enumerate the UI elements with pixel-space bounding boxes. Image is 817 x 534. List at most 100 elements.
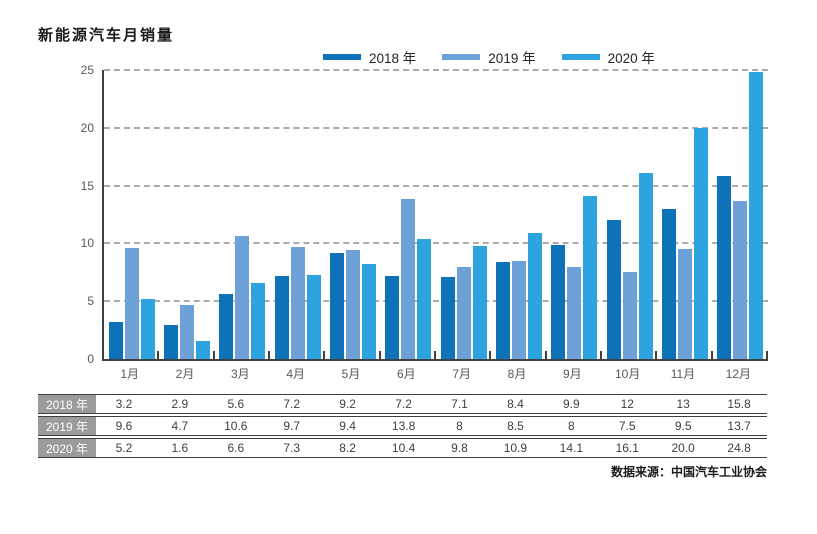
table-cell: 10.6 [224, 419, 248, 433]
gridline-15 [104, 184, 768, 187]
x-axis-tick [212, 351, 215, 359]
bar-2018年-4月 [274, 275, 289, 359]
x-axis-tick [434, 351, 436, 359]
bar-group-4月 [270, 70, 325, 359]
bar-2019年-6月 [401, 199, 416, 359]
table-row-label: 2020 年 [38, 439, 96, 457]
table-cell: 9.5 [674, 419, 692, 433]
x-axis-label-6月: 6月 [396, 367, 416, 381]
table-cell: 16.1 [615, 441, 639, 455]
bar-2018年-6月 [385, 275, 400, 359]
table-cell: 8 [567, 419, 575, 433]
bar-2018年-9月 [551, 244, 566, 359]
legend-label: 2018 年 [369, 51, 417, 66]
bar-group-8月 [491, 70, 546, 359]
x-axis-label-7月: 7月 [452, 367, 471, 381]
table-cell: 20.0 [671, 441, 695, 455]
x-axis-label-12月: 12月 [725, 367, 752, 381]
legend-item-2020年: 2020 年 [561, 47, 655, 67]
y-axis-tick-label: 20 [80, 120, 94, 135]
bar-2020年-9月 [583, 196, 598, 359]
bar-2020年-11月 [693, 127, 708, 359]
x-axis-tick [600, 351, 602, 359]
bar-2019年-1月 [124, 248, 139, 359]
x-axis-tick [655, 351, 658, 359]
bar-group-11月 [657, 70, 712, 359]
gridline-25 [104, 69, 768, 71]
table-cell: 9.8 [451, 441, 468, 455]
bar-2019年-8月 [511, 260, 526, 359]
x-axis-label-2月: 2月 [175, 367, 195, 381]
data-table: 2018 年 3.2 2.9 5.6 7.2 9.2 7.2 7.1 8.4 9.9 12 13 15.… [38, 394, 767, 460]
bar-2018年-10月 [606, 220, 621, 359]
x-axis-labels: 1月 2月 3月 4月 5月 6月 7月 8月 9月 10月 11月 12月 [102, 365, 766, 381]
x-axis-tick [489, 351, 492, 359]
table-cell: 13.8 [391, 419, 416, 433]
data-source: 数据来源：中国汽车工业协会 [610, 465, 767, 479]
table-cell: 1.6 [171, 441, 189, 455]
x-axis-label-8月: 8月 [507, 367, 527, 381]
bar-2019年-9月 [567, 266, 582, 359]
table-cell: 12 [620, 397, 634, 411]
legend-swatch-icon [561, 54, 600, 60]
x-axis-tick [710, 351, 713, 359]
bar-2019年-11月 [677, 249, 692, 359]
table-cell: 13.7 [727, 419, 751, 433]
bar-2019年-7月 [456, 266, 471, 359]
bar-2020年-4月 [306, 274, 321, 359]
legend-item-2018年: 2018 年 [323, 47, 416, 67]
bar-2019年-12月 [733, 200, 748, 359]
y-axis-tick-label: 15 [80, 178, 94, 193]
bar-2019年-4月 [290, 246, 305, 359]
y-axis-tick-label: 25 [80, 63, 94, 77]
x-axis-tick [157, 351, 160, 359]
bar-2018年-8月 [495, 261, 510, 359]
table-cell: 8.5 [507, 419, 524, 433]
x-axis-label-11月: 11月 [670, 367, 696, 381]
x-axis-label-3月: 3月 [230, 367, 250, 381]
bar-2020年-6月 [417, 238, 432, 359]
bar-2018年-7月 [440, 276, 455, 359]
x-axis-label-10月: 10月 [614, 367, 641, 381]
bar-group-7月 [436, 70, 491, 359]
bar-2019年-2月 [179, 304, 194, 359]
table-row-label: 2019 年 [38, 417, 96, 435]
bar-2020年-2月 [195, 340, 210, 359]
legend-label: 2020 年 [607, 51, 655, 66]
y-axis-tick-label: 0 [87, 352, 94, 366]
plot-area: 0 5 10 15 20 25 [81, 63, 768, 366]
bar-2020年-10月 [638, 172, 653, 359]
bar-2020年-1月 [140, 298, 155, 359]
bar-2018年-1月 [108, 322, 123, 359]
x-axis-label-9月: 9月 [562, 367, 582, 381]
bar-2020年-7月 [472, 245, 487, 359]
bar-2018年-11月 [661, 208, 676, 359]
legend-swatch-icon [442, 54, 481, 60]
bar-group-10月 [602, 70, 657, 359]
bar-2020年-8月 [527, 233, 542, 359]
table-cell: 9.7 [283, 419, 301, 433]
table-cell: 9.2 [339, 397, 356, 411]
bar-2020年-5月 [361, 264, 376, 359]
y-axis-tick-label: 10 [80, 236, 94, 251]
table-cell: 13 [676, 397, 690, 411]
table-cell: 6.6 [227, 441, 245, 455]
chart-title: 新能源汽车月销量 [38, 27, 175, 44]
gridline-5 [104, 300, 768, 303]
table-cell: 7.2 [283, 397, 301, 411]
table-row-2020年: 2020 年 5.2 1.6 6.6 7.3 8.2 10.4 9.8 10.9 14.1 16.1… [38, 438, 767, 458]
table-cell: 5.2 [115, 441, 133, 455]
table-cell: 8 [456, 419, 463, 433]
bar-group-12月 [713, 70, 768, 359]
bar-group-6月 [381, 70, 436, 359]
x-axis-label-1月: 1月 [120, 367, 139, 381]
bar-group-9月 [547, 70, 602, 359]
table-cell: 7.2 [395, 397, 412, 411]
bar-group-1月 [104, 70, 159, 359]
x-axis-tick [378, 351, 381, 359]
x-axis-label-4月: 4月 [286, 367, 305, 381]
bar-group-3月 [215, 70, 270, 359]
table-cell: 3.2 [115, 397, 133, 411]
chart-legend: 2018 年 2019 年 2020 年 [323, 47, 655, 67]
